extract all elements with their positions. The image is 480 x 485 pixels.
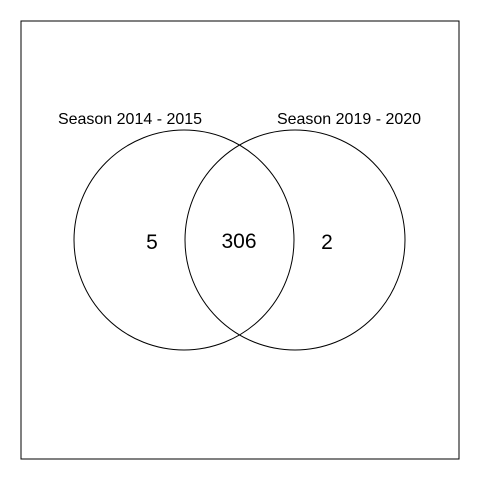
count-left-only: 5 [146,231,158,254]
set-circle-left [73,129,295,351]
set-label-left: Season 2014 - 2015 [58,111,202,128]
set-label-right: Season 2019 - 2020 [277,111,421,128]
set-circle-right [184,129,406,351]
count-intersection: 306 [221,230,256,253]
count-right-only: 2 [321,231,333,254]
plot-border [20,20,460,460]
